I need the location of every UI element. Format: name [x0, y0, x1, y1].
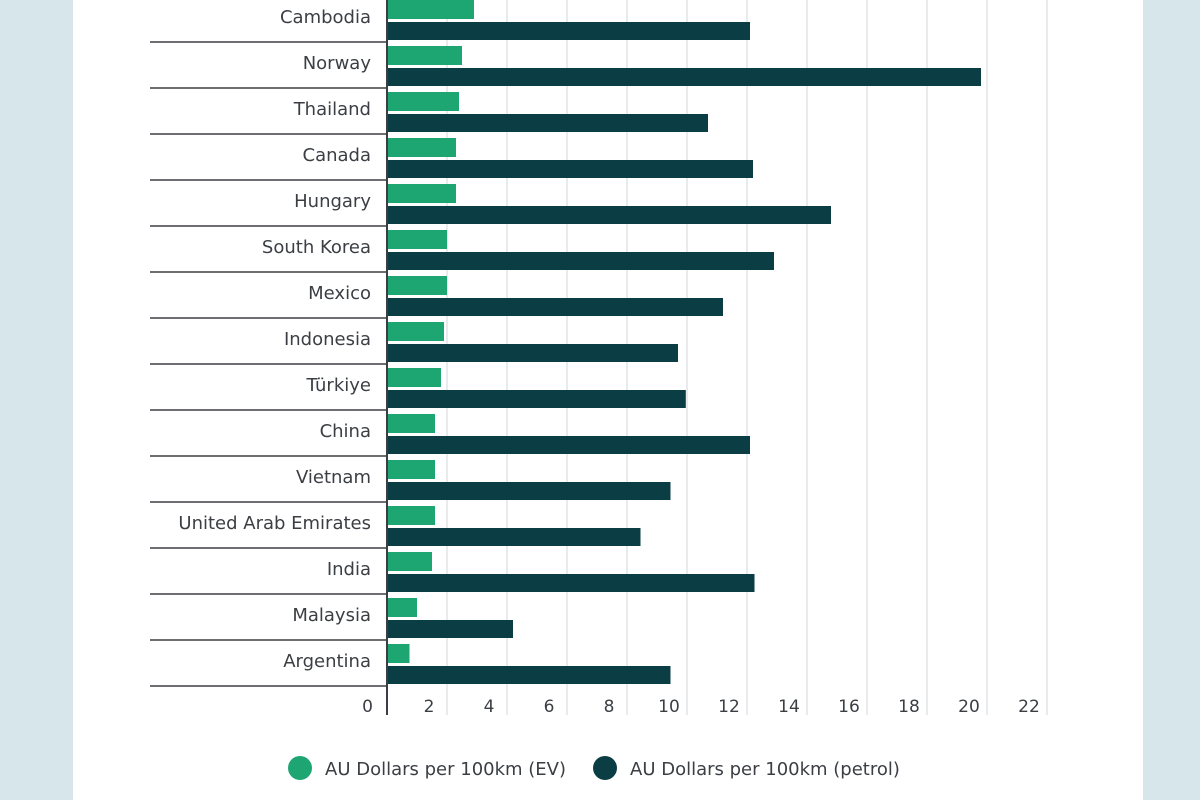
bar-ev [387, 92, 459, 111]
bar-ev [387, 460, 435, 479]
bar-ev [387, 184, 456, 203]
legend-swatch-ev [288, 756, 312, 780]
bar-petrol [387, 620, 513, 638]
bar-ev [387, 46, 462, 65]
bar-petrol [387, 390, 686, 408]
category-label: Indonesia [284, 329, 371, 350]
legend-label-ev: AU Dollars per 100km (EV) [325, 759, 566, 780]
bars [387, 0, 981, 684]
category-label: Türkiye [306, 375, 372, 396]
x-tick-label: 20 [958, 697, 980, 717]
row-separators [150, 41, 387, 687]
bar-petrol [387, 436, 750, 454]
bar-ev [387, 414, 435, 433]
bar-petrol [387, 482, 671, 500]
bar-petrol [387, 666, 671, 684]
bar-petrol [387, 160, 753, 178]
chart-card: Cambodia Norway Thailand Canada Hungary South… [73, 0, 1143, 800]
bar-ev [387, 506, 435, 525]
x-tick-label: 4 [484, 697, 495, 717]
x-tick-label: 22 [1018, 697, 1040, 717]
bar-petrol [387, 528, 641, 546]
category-label: Vietnam [296, 467, 371, 488]
x-tick-label: 14 [778, 697, 800, 717]
category-label: Norway [303, 53, 372, 74]
x-tick-label: 0 [362, 697, 373, 717]
bar-petrol [387, 252, 774, 270]
x-tick-label: 6 [544, 697, 555, 717]
legend: AU Dollars per 100km (EV) AU Dollars per… [288, 756, 900, 780]
bar-ev [387, 276, 447, 295]
x-tick-label: 10 [658, 697, 680, 717]
x-tick-label: 16 [838, 697, 860, 717]
legend-label-petrol: AU Dollars per 100km (petrol) [630, 759, 900, 780]
bar-petrol [387, 574, 755, 592]
x-tick-label: 12 [718, 697, 740, 717]
bar-ev [387, 552, 432, 571]
category-label: South Korea [262, 237, 371, 258]
bar-ev [387, 322, 444, 341]
category-label: India [327, 559, 371, 580]
x-tick-label: 18 [898, 697, 920, 717]
bar-petrol [387, 68, 981, 86]
category-label: China [320, 421, 371, 442]
bar-ev [387, 598, 417, 617]
category-labels: Cambodia Norway Thailand Canada Hungary South… [178, 7, 371, 672]
bar-ev [387, 368, 441, 387]
chart-area: Cambodia Norway Thailand Canada Hungary South… [150, 0, 1048, 780]
category-label: Mexico [308, 283, 371, 304]
category-label: Hungary [294, 191, 371, 212]
bar-petrol [387, 344, 678, 362]
x-axis-ticks: 0 2 4 6 8 10 12 14 16 18 20 22 [362, 697, 1040, 717]
category-label: Thailand [293, 99, 371, 120]
legend-swatch-petrol [593, 756, 617, 780]
category-label: Canada [303, 145, 372, 166]
bar-petrol [387, 114, 708, 132]
bar-petrol [387, 298, 723, 316]
bar-petrol [387, 206, 831, 224]
x-tick-label: 8 [604, 697, 615, 717]
bar-ev [387, 138, 456, 157]
category-label: United Arab Emirates [178, 513, 371, 534]
x-tick-label: 2 [424, 697, 435, 717]
category-label: Cambodia [280, 7, 371, 28]
bar-ev [387, 644, 410, 663]
bar-petrol [387, 22, 750, 40]
category-label: Malaysia [292, 605, 371, 626]
bar-ev [387, 0, 474, 19]
bar-ev [387, 230, 447, 249]
category-label: Argentina [283, 651, 371, 672]
